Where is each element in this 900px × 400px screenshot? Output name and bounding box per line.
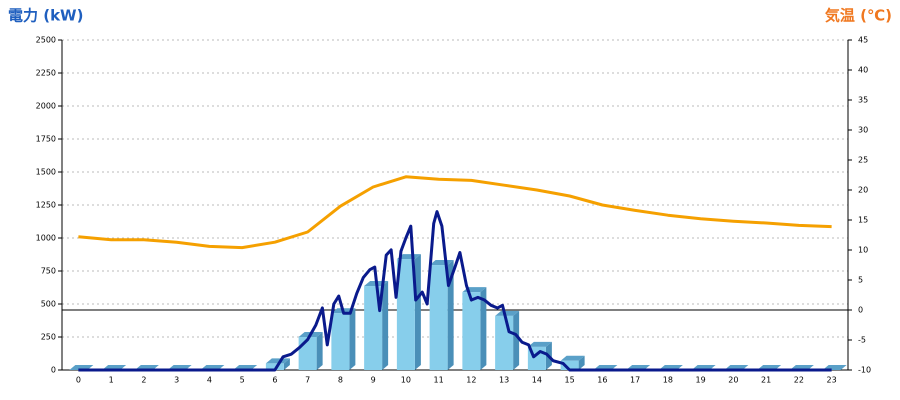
x-tick-label: 11 [434,376,444,385]
x-tick-label: 10 [401,376,411,385]
y2-tick-label: 45 [858,36,868,45]
bar [396,259,415,370]
y-tick-label: 1500 [36,168,56,177]
bar-side [513,310,520,370]
y2-tick-label: 15 [858,216,868,225]
bar-side [414,254,421,370]
bar-top [429,260,454,266]
y2-tick-label: 5 [858,276,863,285]
bar-top [527,341,552,347]
x-tick-label: 8 [338,376,343,385]
y2-tick-label: 20 [858,186,868,195]
y2-tick-label: 25 [858,156,868,165]
y2-tick-label: -10 [858,366,871,375]
y-tick-label: 0 [51,366,56,375]
y-tick-label: 1250 [36,201,56,210]
y2-tick-label: 35 [858,96,868,105]
bar [364,286,383,370]
x-tick-label: 3 [174,376,179,385]
y-tick-label: 2500 [36,36,56,45]
x-tick-label: 17 [630,376,640,385]
y-tick-label: 250 [41,333,56,342]
line [78,210,832,372]
bar [331,313,350,370]
bar [462,292,481,370]
x-tick-label: 2 [141,376,146,385]
x-tick-label: 15 [565,376,575,385]
line [78,175,832,250]
x-tick-label: 21 [761,376,771,385]
y-tick-label: 500 [41,300,56,309]
x-tick-label: 7 [305,376,310,385]
x-tick-label: 6 [272,376,277,385]
bar-side [283,358,290,370]
y-tick-label: 2000 [36,102,56,111]
x-tick-label: 20 [728,376,738,385]
left-axis-title: 電力 (kW) [8,7,83,25]
x-tick-label: 0 [76,376,81,385]
bar-side [382,281,389,370]
y-tick-label: 1000 [36,234,56,243]
bar [429,265,448,370]
right-axis-title: 気温 (℃) [825,7,892,25]
bar-side [349,308,356,370]
bar-top [495,310,520,316]
bar-side [578,355,585,370]
bar-side [480,287,487,370]
x-tick-label: 1 [109,376,114,385]
y2-tick-label: -5 [858,336,866,345]
bar-top [560,355,585,361]
x-tick-label: 19 [696,376,706,385]
bar-side [316,332,323,370]
x-tick-label: 18 [663,376,673,385]
y2-tick-label: 0 [858,306,863,315]
x-tick-label: 13 [499,376,509,385]
bar-side [447,260,454,370]
x-tick-label: 5 [240,376,245,385]
x-tick-label: 23 [827,376,837,385]
x-tick-label: 4 [207,376,212,385]
y-tick-label: 2250 [36,69,56,78]
x-tick-label: 14 [532,376,542,385]
y2-tick-label: 40 [858,66,868,75]
y-tick-label: 750 [41,267,56,276]
bar-top [396,254,421,260]
x-tick-label: 22 [794,376,804,385]
bar [265,363,284,370]
bar [560,360,579,370]
x-tick-label: 16 [597,376,607,385]
x-tick-label: 12 [466,376,476,385]
bar [298,337,317,370]
bar [495,315,514,370]
y2-tick-label: 10 [858,246,868,255]
y2-tick-label: 30 [858,126,868,135]
x-tick-label: 9 [371,376,376,385]
y-tick-label: 1750 [36,135,56,144]
bar-top [265,358,290,364]
